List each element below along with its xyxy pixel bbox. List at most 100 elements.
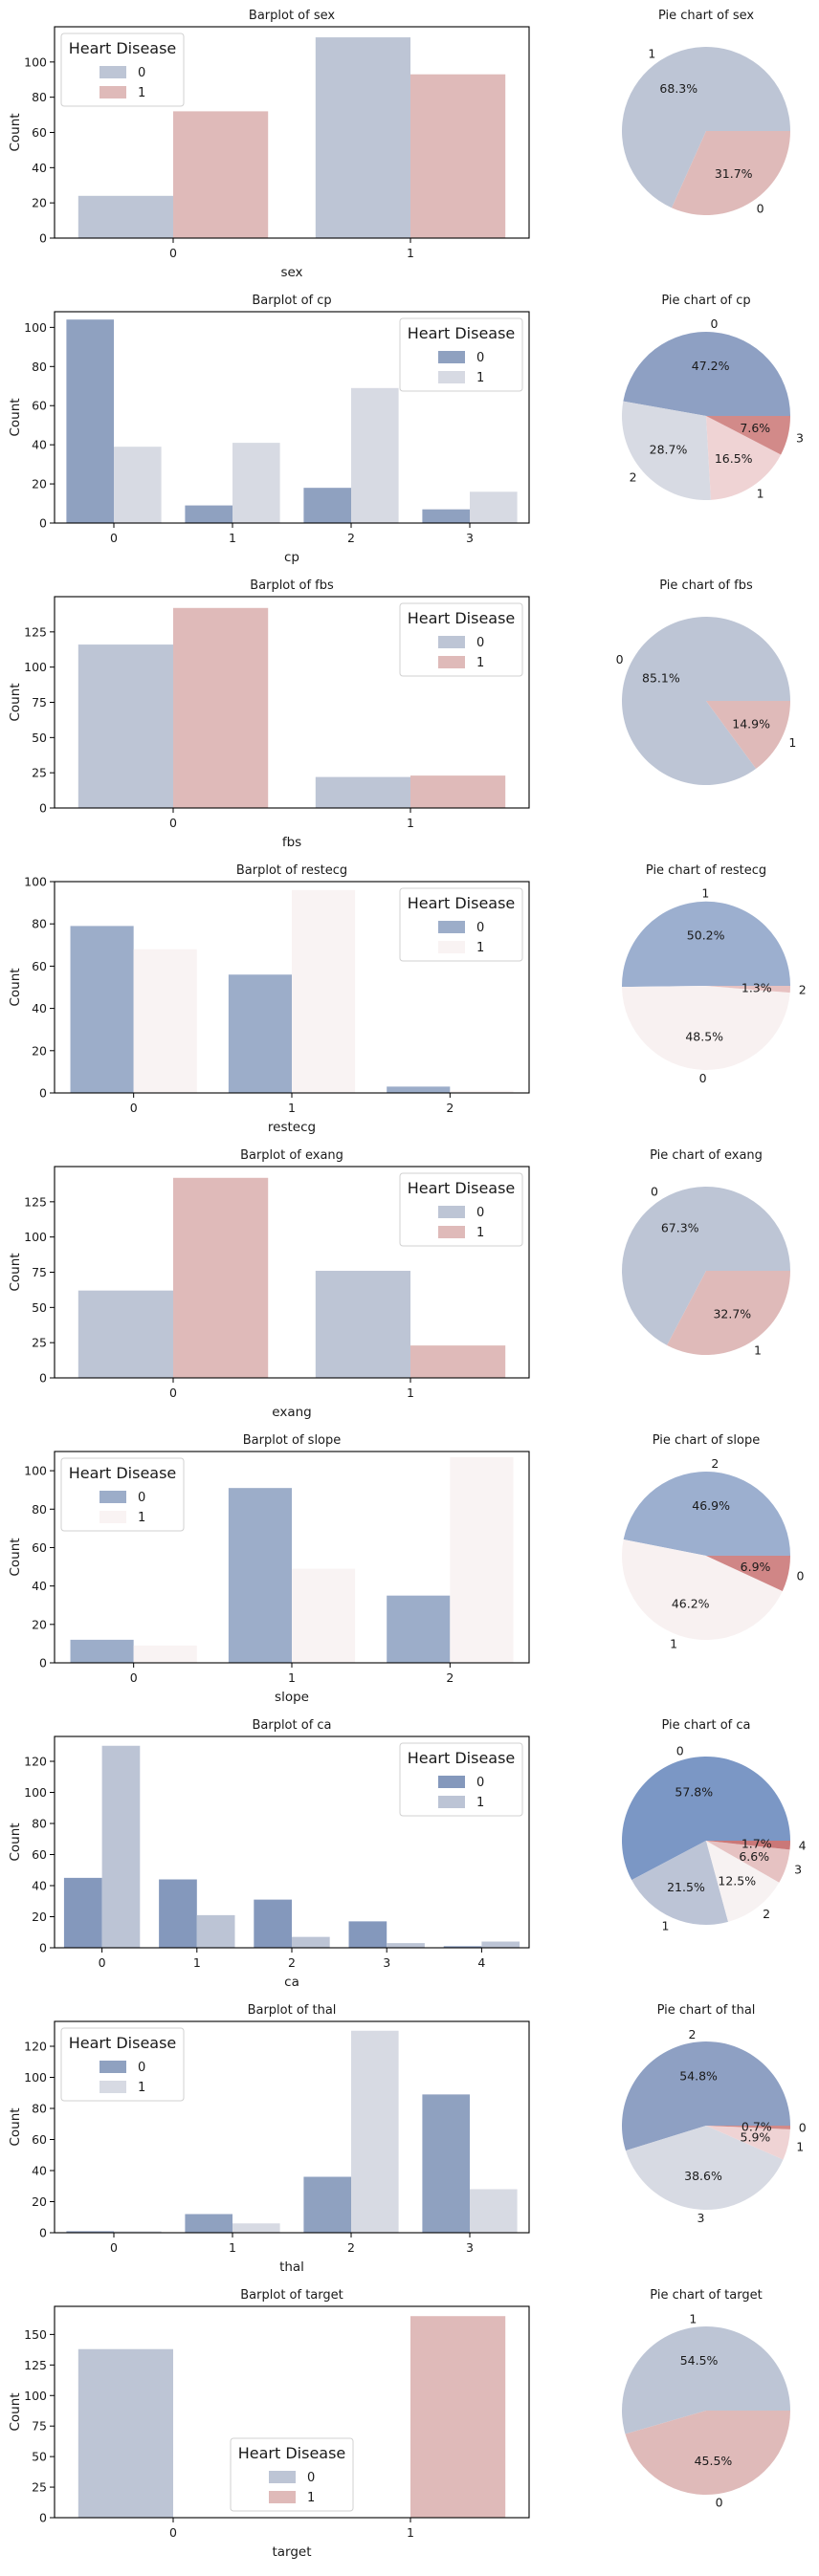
pie-category-label: 1 [701, 886, 709, 901]
y-tick-label: 25 [32, 2480, 47, 2495]
y-tick-label: 100 [24, 320, 47, 335]
y-axis-label: Count [8, 1253, 23, 1291]
bar [77, 195, 173, 238]
x-tick-label: 0 [130, 1101, 138, 1115]
x-tick-label: 0 [99, 1955, 106, 1970]
bar [443, 1946, 482, 1949]
y-tick-label: 40 [32, 438, 47, 452]
y-tick-label: 0 [39, 516, 47, 531]
y-tick-label: 60 [32, 1847, 47, 1862]
pie-pct-label: 1.3% [742, 981, 772, 995]
pie-chart-title: Pie chart of target [650, 2288, 762, 2303]
y-tick-label: 0 [39, 1086, 47, 1101]
y-axis-label: Count [8, 113, 23, 151]
bar [114, 2231, 162, 2234]
x-tick-label: 1 [193, 1955, 201, 1970]
pie-slice [706, 986, 791, 993]
legend-swatch [438, 1796, 465, 1808]
legend-label: 1 [476, 941, 484, 955]
pie-pct-label: 48.5% [685, 1029, 723, 1043]
y-tick-label: 20 [32, 1043, 47, 1058]
pie-slice [622, 617, 790, 786]
bar [133, 1645, 197, 1663]
legend-label: 1 [476, 1796, 484, 1810]
pie: 67.3% 0 32.7% 1 [622, 1185, 790, 1357]
bar [63, 1877, 102, 1949]
pie-chart-title: Pie chart of exang [650, 1148, 763, 1163]
pie-pct-label: 32.7% [713, 1307, 751, 1321]
bar [77, 2348, 173, 2518]
legend-swatch [438, 1226, 465, 1238]
bar [470, 491, 518, 523]
bar [196, 1914, 235, 1949]
pie-pct-label: 68.3% [659, 81, 697, 96]
bar-chart-title: Barplot of fbs [250, 579, 334, 593]
y-tick-label: 125 [24, 2358, 47, 2372]
bar [232, 2223, 280, 2233]
legend-swatch [100, 86, 126, 98]
y-tick-label: 0 [39, 801, 47, 816]
legend-swatch [438, 1776, 465, 1788]
pie-slice [706, 1556, 790, 1591]
pie-pct-label: 46.2% [672, 1597, 710, 1611]
y-tick-label: 150 [24, 2327, 47, 2342]
pie-category-label: 0 [716, 2495, 723, 2509]
pie-slice [706, 1841, 780, 1922]
legend: Heart Disease 0 1 [399, 1172, 523, 1247]
y-axis-label: Count [8, 1823, 23, 1861]
x-tick-label: 3 [466, 2240, 474, 2255]
bar [77, 1290, 173, 1378]
pie-slice [622, 2041, 790, 2151]
pie-pct-label: 31.7% [715, 166, 753, 181]
x-axis-label: target [272, 2544, 311, 2560]
y-tick-label: 40 [32, 1579, 47, 1593]
axes-frame [54, 2020, 530, 2234]
y-tick-label: 125 [24, 624, 47, 639]
pie-category-label: 2 [711, 1456, 719, 1471]
pie-pct-label: 38.6% [684, 2169, 722, 2183]
x-tick-label: 2 [347, 531, 355, 545]
y-tick-label: 80 [32, 917, 47, 931]
pie-slice [623, 332, 790, 416]
bar [254, 1899, 292, 1949]
y-tick-label: 0 [39, 231, 47, 246]
legend: Heart Disease 0 1 [399, 887, 523, 962]
legend-label: 1 [476, 1226, 484, 1240]
legend-swatch [100, 1511, 126, 1523]
bar [351, 2030, 399, 2233]
pie-pct-label: 54.8% [679, 2068, 718, 2083]
y-axis-label: Count [8, 683, 23, 721]
pie-pct-label: 6.9% [741, 1560, 771, 1574]
pie-category-label: 0 [797, 1568, 805, 1583]
pie-pct-label: 85.1% [642, 671, 680, 686]
bar [173, 607, 269, 808]
pie-slice [623, 1471, 790, 1556]
bar [173, 1177, 269, 1378]
y-axis-label: Count [8, 398, 23, 436]
pie-slice [706, 2126, 790, 2160]
y-tick-label: 20 [32, 196, 47, 210]
y-tick-label: 125 [24, 1194, 47, 1209]
x-axis-label: thal [279, 2259, 304, 2275]
bar [70, 926, 134, 1093]
x-tick-label: 0 [169, 2525, 177, 2540]
pie-category-label: 2 [763, 1907, 770, 1921]
x-tick-label: 2 [288, 1955, 296, 1970]
pie-chart-title: Pie chart of sex [658, 9, 754, 23]
legend-swatch [438, 921, 465, 933]
y-tick-label: 50 [32, 1300, 47, 1315]
bar-chart-title: Barplot of thal [248, 2003, 337, 2018]
x-tick-label: 2 [446, 1670, 454, 1685]
bar [315, 1271, 410, 1378]
bar-chart-title: Barplot of sex [249, 9, 335, 23]
pie: 47.2% 0 28.7% 2 16.5% 1 7.6% 3 [622, 317, 804, 501]
bar [422, 2094, 470, 2234]
pie-category-label: 1 [648, 46, 655, 60]
legend: Heart Disease 0 1 [230, 2437, 354, 2512]
pie-category-label: 1 [757, 487, 764, 501]
legend: Heart Disease 0 1 [60, 33, 185, 107]
y-tick-label: 50 [32, 2450, 47, 2464]
y-tick-label: 80 [32, 1502, 47, 1517]
